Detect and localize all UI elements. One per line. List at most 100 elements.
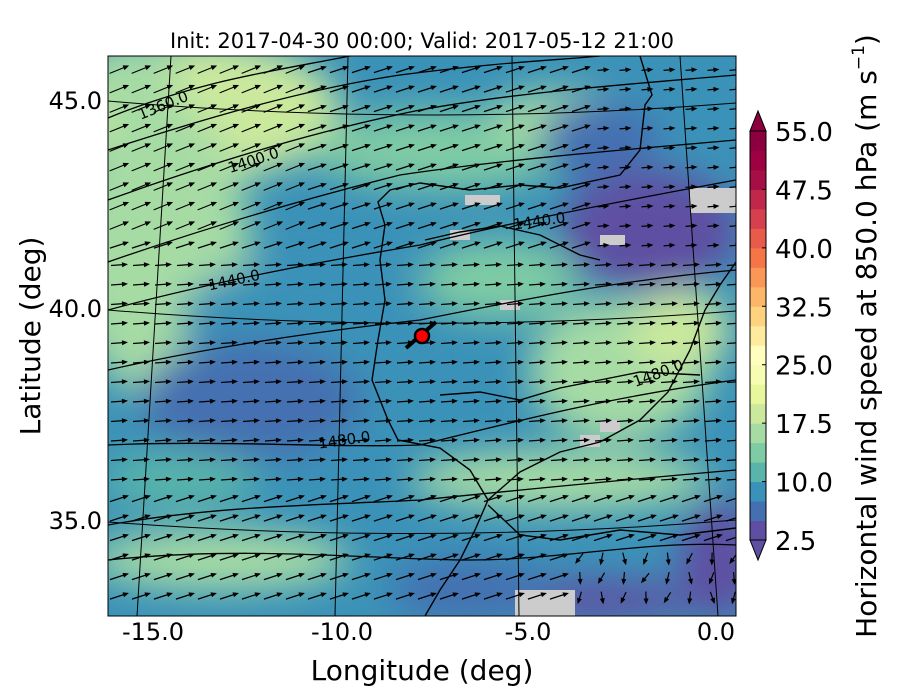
wind-arrow (373, 163, 393, 171)
wind-arrow-shaft (109, 163, 127, 172)
wind-arrow (571, 202, 591, 210)
colorbar-bin (750, 286, 766, 307)
wind-arrow-head (165, 398, 172, 404)
wind-arrow (110, 301, 128, 307)
wind-arrow-head (650, 494, 657, 500)
wind-arrow-head (254, 514, 261, 520)
wind-arrow (527, 241, 547, 249)
wind-arrow (176, 476, 194, 482)
wind-arrow-shaft (197, 105, 215, 113)
wind-arrow (285, 221, 306, 230)
wind-arrow (663, 86, 676, 92)
wind-arrow-head (165, 340, 172, 346)
wind-arrow-head (738, 340, 744, 345)
wind-arrow-head (165, 418, 172, 424)
wind-arrow (660, 398, 678, 404)
wind-arrow-head (187, 340, 194, 346)
wind-arrow-head (210, 143, 218, 149)
wind-arrow-head (254, 241, 261, 247)
wind-arrow-head (671, 398, 678, 404)
wind-arrow (395, 572, 415, 581)
wind-arrow-shaft (219, 202, 237, 211)
wind-arrow-head (341, 281, 348, 287)
wind-arrow-head (473, 359, 480, 365)
wind-arrow (374, 301, 392, 307)
wind-arrow (571, 533, 591, 542)
wind-arrow-head (385, 359, 392, 365)
wind-arrow-head (496, 104, 503, 110)
colorbar-bin (750, 364, 766, 385)
wind-arrow-head (671, 437, 678, 443)
wind-arrow (616, 457, 634, 463)
wind-arrow (594, 262, 612, 268)
wind-arrow-head (669, 184, 676, 190)
wind-arrow-head (540, 124, 547, 130)
wind-arrow (571, 182, 591, 191)
wind-arrow-head (474, 143, 481, 149)
wind-arrow (685, 125, 698, 131)
wind-arrow-head (407, 476, 414, 482)
wind-arrow (374, 340, 392, 346)
wind-arrow-head (605, 301, 612, 307)
wind-arrow (484, 437, 502, 443)
wind-arrow-head (451, 301, 458, 307)
wind-arrow (132, 379, 150, 385)
wind-arrow-shaft (109, 183, 127, 191)
wind-arrow (154, 437, 172, 443)
wind-arrow (286, 418, 304, 424)
wind-arrow (242, 379, 260, 385)
wind-arrow (308, 262, 326, 268)
wind-arrow (220, 320, 238, 326)
wind-arrow-head (341, 359, 348, 365)
wind-arrow (549, 572, 569, 581)
wind-arrow (175, 104, 196, 113)
wind-arrow-head (496, 85, 503, 91)
wind-arrow (571, 85, 591, 93)
wind-arrow (483, 124, 503, 132)
wind-arrow-head (715, 320, 722, 326)
wind-arrow (461, 124, 481, 132)
wind-arrow (308, 340, 326, 346)
wind-arrow (484, 320, 502, 326)
wind-arrow-head (473, 379, 480, 385)
wind-arrow (132, 418, 150, 424)
wind-arrow-head (603, 145, 610, 151)
coastline-segment (439, 371, 701, 401)
wind-arrow (505, 65, 525, 74)
wind-arrow-shaft (729, 108, 736, 110)
wind-arrow-head (341, 418, 348, 424)
wind-arrow (329, 104, 349, 113)
wind-arrow-head (298, 123, 306, 129)
wind-arrow-head (715, 379, 722, 385)
wind-arrow (395, 553, 415, 561)
wind-arrow-head (385, 379, 392, 385)
wind-arrow (641, 203, 654, 209)
wind-arrow (641, 223, 654, 229)
wind-arrow (704, 418, 722, 424)
wind-speed-field (108, 56, 736, 616)
wind-arrow-head (518, 65, 525, 71)
wind-arrow-head (143, 281, 150, 287)
wind-arrow (527, 163, 547, 171)
wind-arrow-head (474, 592, 481, 598)
wind-arrow-head (561, 281, 568, 287)
wind-arrow-head (253, 457, 260, 463)
wind-arrow-head (473, 457, 480, 463)
wind-arrow (395, 494, 415, 503)
wind-arrow (439, 221, 459, 230)
wind-arrow-head (671, 320, 678, 326)
wind-arrow-head (188, 553, 195, 559)
wind-arrow-head (209, 418, 216, 424)
wind-arrow-head (166, 553, 173, 559)
wind-arrow (308, 281, 326, 287)
wind-arrow (483, 143, 503, 152)
wind-arrow-head (430, 592, 437, 598)
wind-arrow-head (562, 124, 569, 130)
wind-arrow (462, 281, 480, 287)
wind-arrow-head (649, 437, 656, 443)
wind-arrow-head (231, 476, 238, 482)
wind-arrow (351, 65, 371, 74)
wind-arrow-shaft (726, 361, 736, 364)
wind-arrow-head (297, 457, 304, 463)
colorbar-extend-max (749, 109, 767, 132)
